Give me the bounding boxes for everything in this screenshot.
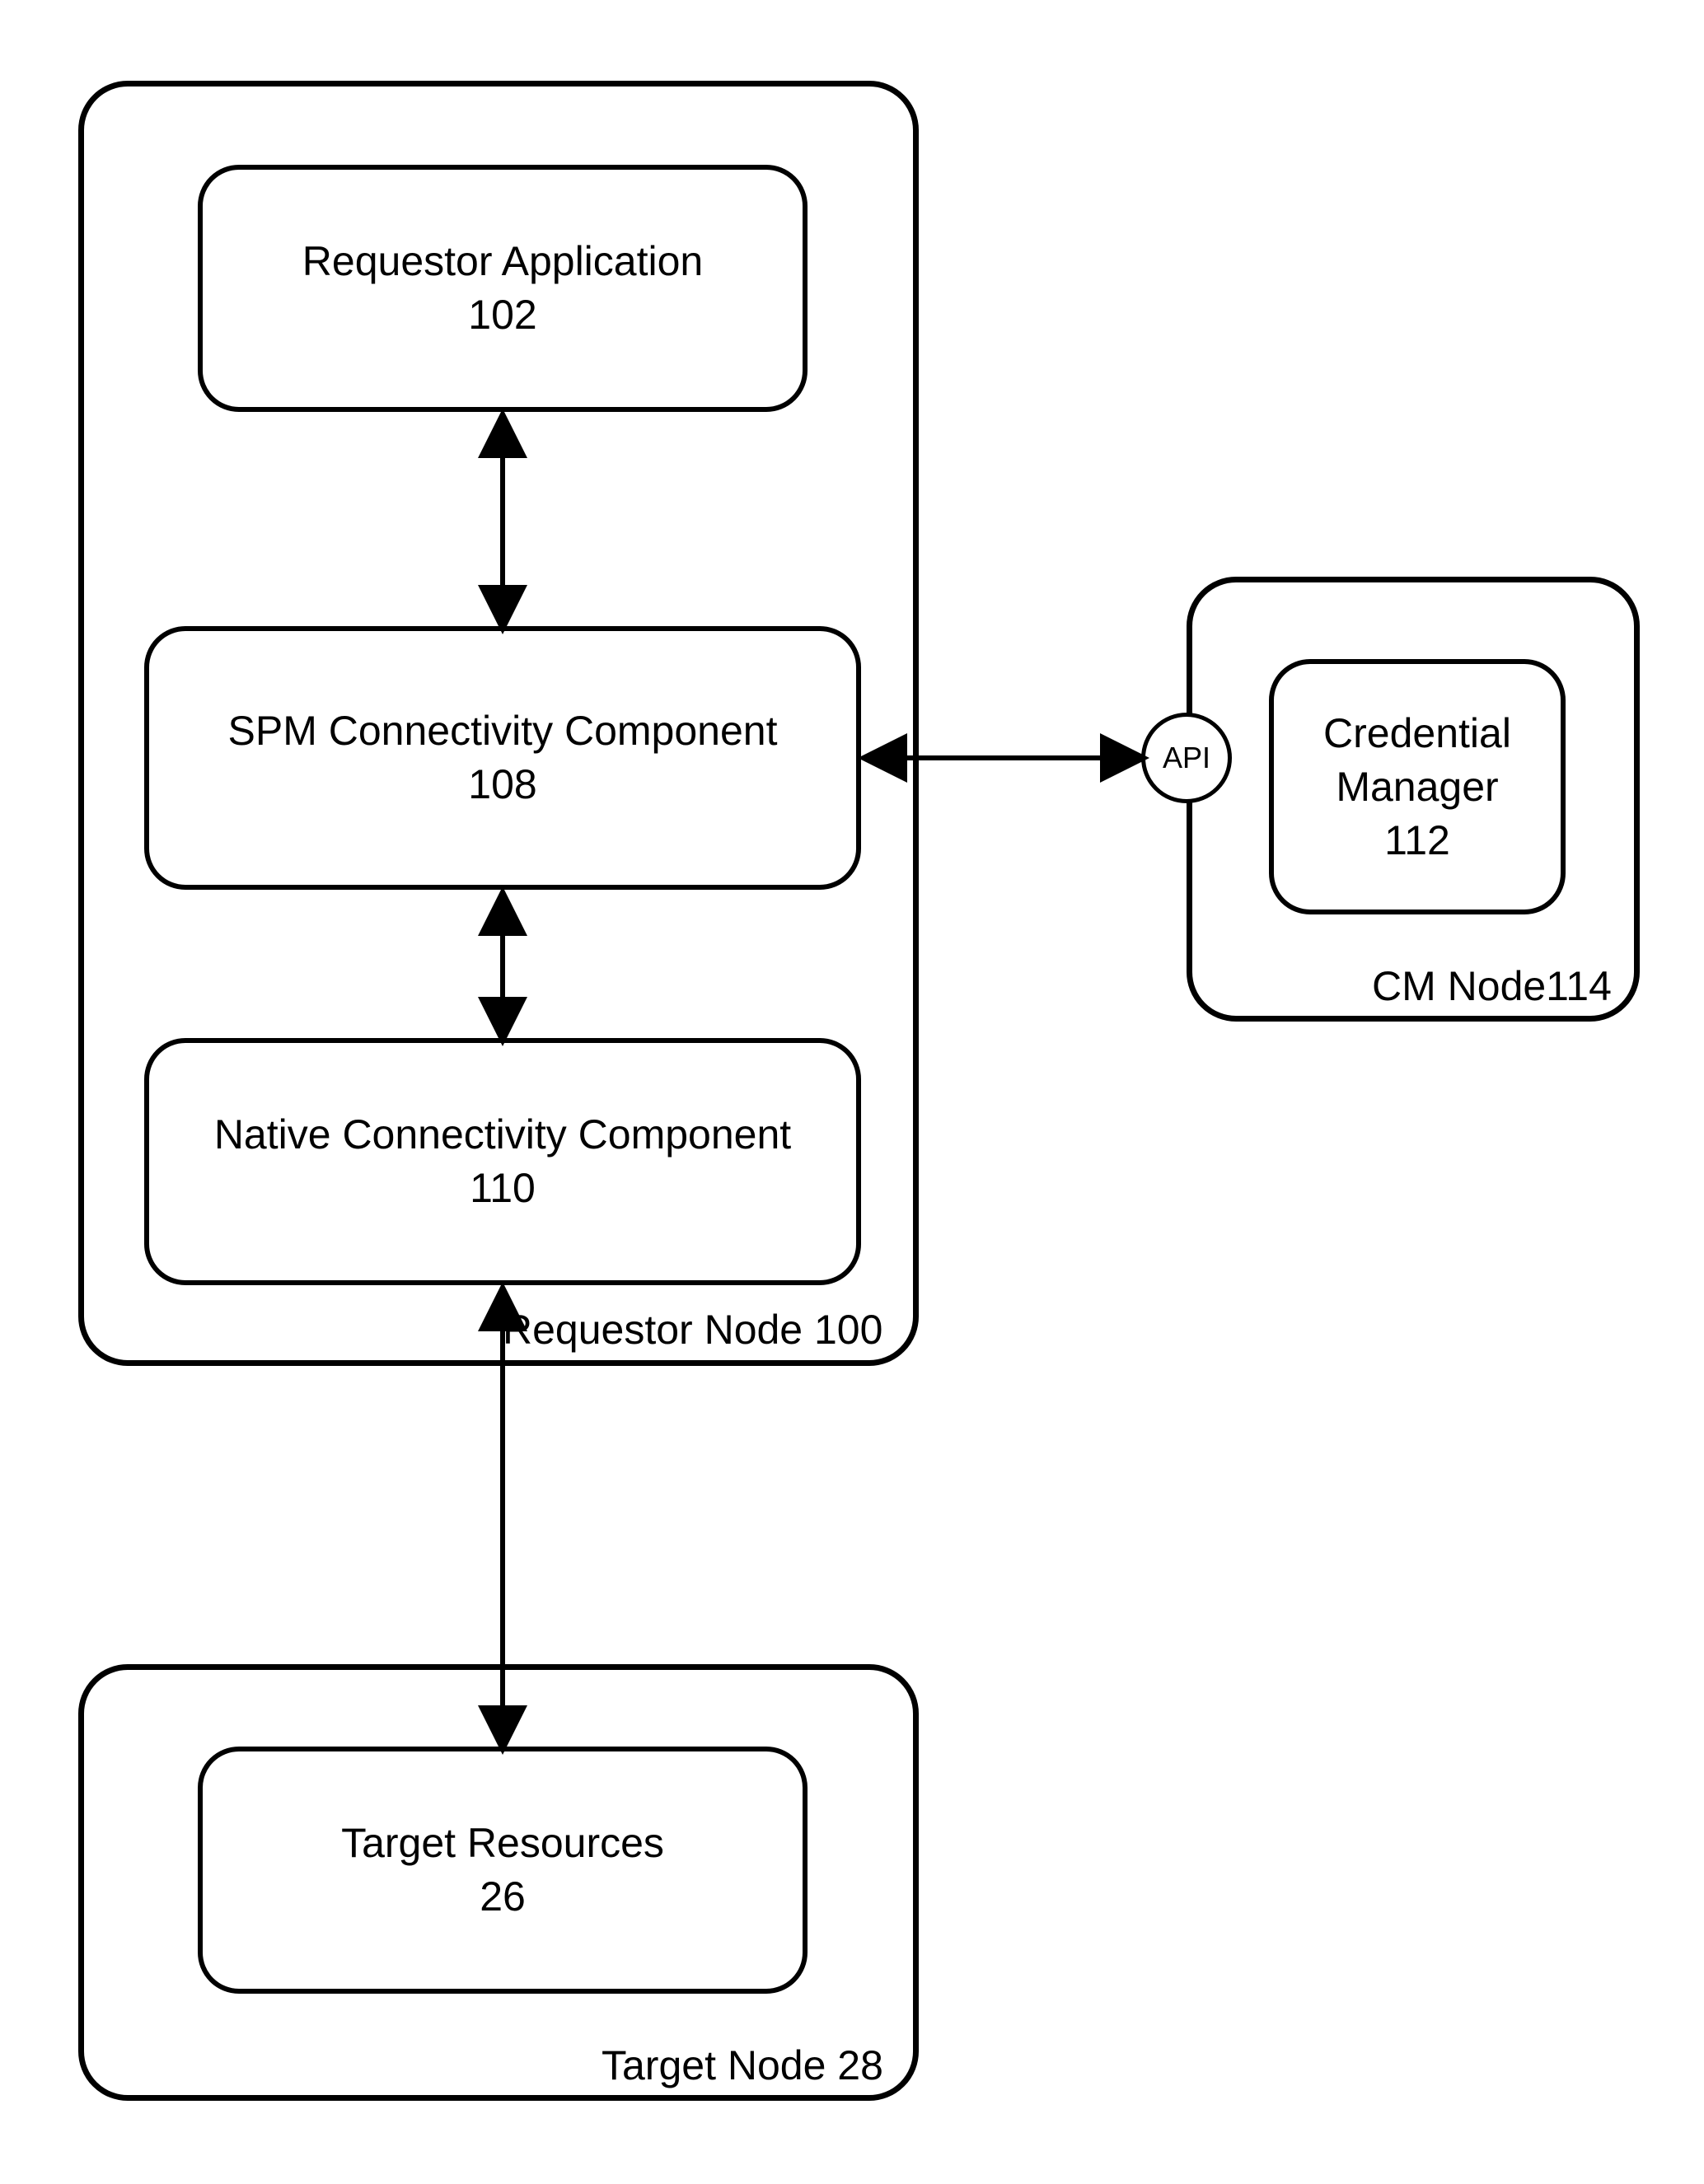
requestor-application-num: 102	[468, 288, 536, 342]
requestor-application-title: Requestor Application	[302, 235, 703, 288]
target-resources-box: Target Resources 26	[198, 1747, 808, 1994]
credential-manager-title: Credential Manager	[1323, 707, 1511, 814]
spm-component-num: 108	[468, 758, 536, 811]
native-component-title: Native Connectivity Component	[214, 1108, 791, 1162]
credential-manager-box: Credential Manager 112	[1269, 659, 1566, 914]
cm-node-label: CM Node114	[1372, 962, 1612, 1010]
requestor-node-label: Requestor Node 100	[503, 1306, 882, 1354]
native-component-num: 110	[470, 1162, 536, 1215]
requestor-application-box: Requestor Application 102	[198, 165, 808, 412]
native-component-box: Native Connectivity Component 110	[144, 1038, 861, 1285]
spm-component-box: SPM Connectivity Component 108	[144, 626, 861, 890]
api-label: API	[1163, 741, 1210, 775]
target-node-label: Target Node 28	[602, 2041, 883, 2089]
target-resources-title: Target Resources	[341, 1817, 664, 1870]
api-circle: API	[1141, 713, 1232, 803]
credential-manager-num: 112	[1384, 814, 1450, 868]
architecture-diagram: Requestor Node 100 CM Node114 Target Nod…	[0, 0, 1704, 2184]
spm-component-title: SPM Connectivity Component	[228, 704, 778, 758]
target-resources-num: 26	[480, 1870, 526, 1924]
